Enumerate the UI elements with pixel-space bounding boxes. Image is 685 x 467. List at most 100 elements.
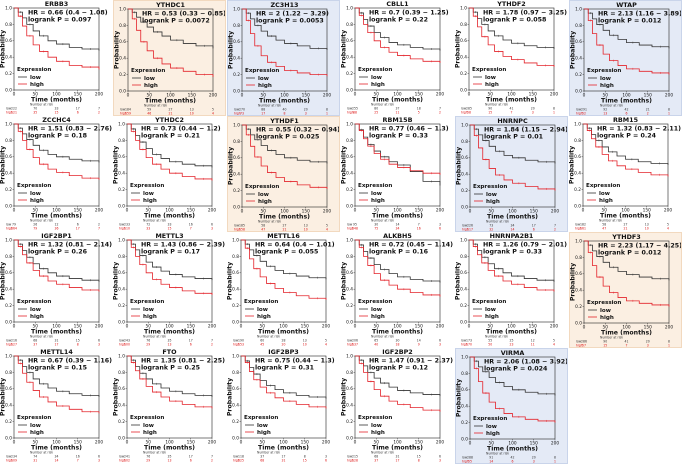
km-plot: METTL140.00.20.40.60.81.00 50 100 150 200Tim…	[0, 348, 113, 464]
risk-count-high: 37	[33, 343, 37, 347]
x-tick-label: 0	[127, 93, 130, 99]
risk-count-high: 55	[468, 460, 472, 464]
y-tick-label: 0.0	[5, 319, 12, 325]
km-plot: YTHDF10.00.20.40.60.81.00 50 100 150 200Time…	[228, 117, 340, 232]
y-tick-label: 0.0	[575, 320, 582, 326]
risk-count-high: 34	[396, 227, 400, 231]
y-tick-label: 0.0	[232, 435, 239, 441]
risk-count-high: 8	[77, 343, 79, 347]
risk-count-high: 128	[352, 459, 358, 463]
legend-label-low: low	[486, 424, 497, 430]
x-tick-label: 0	[468, 92, 471, 98]
logrank-p: logrank P = 0.0053	[256, 18, 324, 25]
y-tick-label: 1.0	[460, 5, 467, 11]
logrank-p: logrank P = 0.17	[141, 249, 200, 256]
risk-count-high: 161	[580, 227, 586, 231]
risk-count-high: 33	[146, 227, 150, 231]
legend-label-high: high	[485, 82, 499, 88]
plot-title: ALKBH5	[383, 232, 412, 240]
y-tick-label: 1.0	[346, 121, 353, 127]
x-tick-label: 0	[469, 441, 472, 447]
x-tick-label: 0	[354, 92, 357, 98]
x-tick-label: 0	[126, 208, 129, 214]
km-panel-ythdc1: YTHDC1 0.0 0.2 0.4 0.6 0.8 1.0 0 50 100 150 200 Time…	[113, 0, 226, 116]
legend-label-low: low	[486, 192, 497, 198]
legend-title: Expression	[472, 67, 506, 73]
y-tick-label: 1.0	[5, 353, 12, 359]
legend-title: Expression	[472, 299, 506, 305]
x-tick-label: 0	[583, 93, 586, 99]
y-tick-label: 0.0	[5, 87, 12, 93]
y-tick-label: 0.2	[5, 187, 12, 193]
risk-count-high: 6	[190, 343, 192, 347]
risk-count-high: 3	[98, 343, 100, 347]
y-tick-label: 0.0	[119, 88, 126, 94]
risk-count-high: 6	[77, 111, 79, 115]
legend-title: Expression	[586, 183, 620, 189]
hazard-ratio: HR = 1.26 (0.79 − 2.01)	[483, 242, 567, 249]
y-axis-label: Probability	[341, 146, 348, 184]
km-plot: IGF2BP20.00.20.40.60.81.00 50 100 150 200Tim…	[341, 348, 454, 464]
legend-label-high: high	[600, 83, 614, 89]
risk-count-high: 7	[98, 227, 100, 231]
plot-title: IGF2BP3	[268, 348, 298, 356]
legend-title: Expression	[245, 68, 279, 74]
risk-count-high: 17	[261, 112, 265, 116]
y-tick-label: 0.2	[346, 419, 353, 425]
legend-label-high: high	[258, 83, 272, 89]
y-tick-label: 1.0	[233, 6, 240, 12]
km-plot: ALKBH50.00.20.40.60.81.00 50 100 150 200Time…	[341, 232, 454, 348]
risk-count-high: 159	[125, 112, 131, 116]
risk-count-high: 79	[33, 227, 37, 231]
legend-label-high: high	[486, 431, 500, 437]
risk-count-high: 52	[582, 112, 586, 116]
risk-count-high: 15	[603, 344, 607, 348]
y-tick-label: 1.0	[346, 237, 353, 243]
risk-count-high: 8	[284, 112, 286, 116]
risk-count-high: 2	[647, 112, 649, 116]
y-tick-label: 1.0	[460, 237, 467, 243]
y-tick-label: 0.0	[118, 203, 125, 209]
x-tick-label: 200	[551, 209, 559, 215]
logrank-p: logrank P = 0.22	[369, 17, 428, 24]
y-axis-label: Probability	[341, 30, 348, 68]
km-panel-fto: FTO 0.0 0.2 0.4 0.6 0.8 1.0 0 50 100 150 200 Time (m…	[113, 348, 226, 464]
legend-label-low: low	[144, 76, 155, 82]
x-tick-label: 0	[354, 208, 357, 214]
plot-title: METTL16	[267, 232, 300, 240]
risk-count-high: 57	[582, 344, 586, 348]
plot-title: WTAP	[616, 1, 637, 9]
logrank-p: logrank P = 0.024	[484, 366, 548, 373]
y-tick-label: 0.8	[460, 254, 467, 260]
risk-count-high: 225	[238, 459, 244, 463]
km-panel-grid: ERBB3 0.0 0.2 0.4 0.6 0.8 1.0 0 50 100 150 200 Time …	[0, 0, 685, 467]
x-tick-label: 200	[323, 209, 331, 215]
risk-count-high: 20	[282, 343, 286, 347]
risk-count-high: 14	[511, 228, 515, 232]
risk-count-high: 17	[55, 343, 59, 347]
y-tick-label: 0.8	[346, 22, 353, 28]
km-plot: METTL30.00.20.40.60.81.00 50 100 150 200Time…	[113, 232, 226, 348]
logrank-p: logrank P = 0.097	[28, 17, 91, 24]
logrank-p: logrank P = 0.18	[28, 133, 87, 140]
legend-label-high: high	[30, 82, 44, 88]
km-panel-virma: VIRMA 0.0 0.2 0.4 0.6 0.8 1.0 0 50 100 150 200 Time …	[455, 348, 568, 464]
logrank-p: logrank P = 0.0072	[142, 18, 210, 25]
km-plot: ERBB30.00.20.40.60.81.00 50 100 150 200Time …	[0, 0, 113, 116]
y-tick-label: 1.0	[5, 121, 12, 127]
legend-label-high: high	[30, 314, 44, 320]
risk-count-high: 4	[667, 227, 669, 231]
risk-count-high: 1	[554, 460, 556, 464]
legend-label-high: high	[144, 83, 158, 89]
x-tick-label: 0	[354, 324, 357, 330]
legend-label-high: high	[486, 199, 500, 205]
risk-count-high: 3	[533, 460, 535, 464]
risk-count-high: 3	[647, 344, 649, 348]
risk-count-high: 16	[417, 227, 421, 231]
y-axis-label: Probability	[227, 262, 234, 300]
y-axis-label: Probability	[113, 146, 120, 184]
risk-count-high: 4	[553, 343, 555, 347]
x-tick-label: 200	[550, 92, 558, 98]
x-tick-label: 200	[323, 93, 331, 99]
y-tick-label: 0.8	[346, 138, 353, 144]
